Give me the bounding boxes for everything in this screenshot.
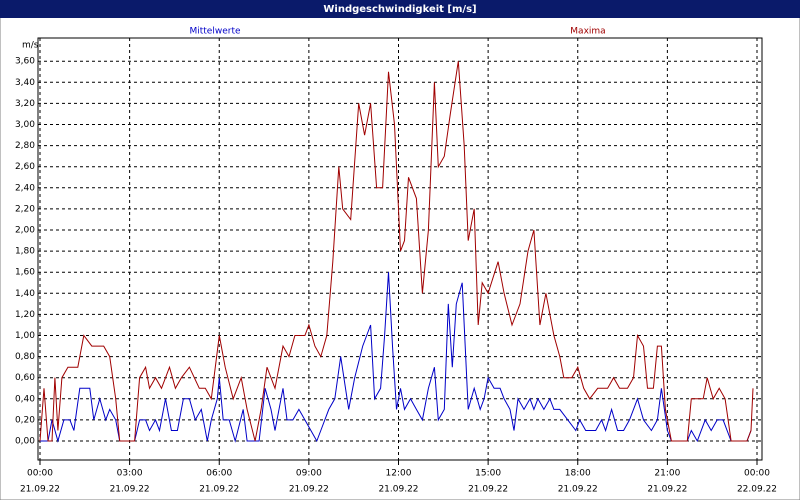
x-tick-date: 21.09.22 <box>110 485 150 495</box>
y-tick-label: 3,40 <box>15 78 35 88</box>
x-tick-label: 12:00 <box>386 469 412 479</box>
x-tick-label: 15:00 <box>475 469 501 479</box>
x-tick-date: 21.09.22 <box>558 485 598 495</box>
y-tick-label: 0,20 <box>15 415 35 425</box>
y-tick-label: 2,20 <box>15 204 35 214</box>
y-tick-label: 1,60 <box>15 268 35 278</box>
x-tick-date: 21.09.22 <box>289 485 329 495</box>
x-tick-date: 21.09.22 <box>20 485 60 495</box>
x-tick-label: 03:00 <box>117 469 143 479</box>
y-tick-label: 1,00 <box>15 331 35 341</box>
x-tick-label: 21:00 <box>654 469 680 479</box>
x-tick-label: 18:00 <box>565 469 591 479</box>
plot-frame <box>37 37 763 461</box>
x-tick-date: 21.09.22 <box>647 485 687 495</box>
chart-title: Windgeschwindigkeit [m/s] <box>323 4 476 15</box>
y-tick-label: 0,60 <box>15 373 35 383</box>
series-line <box>39 61 754 442</box>
x-tick-date: 22.09.22 <box>737 485 777 495</box>
y-tick-label: 1,80 <box>15 247 35 257</box>
y-axis-label: m/s <box>22 41 39 51</box>
y-tick-label: 3,60 <box>15 57 35 67</box>
y-tick-label: 0,40 <box>15 394 35 404</box>
x-tick-date: 21.09.22 <box>468 485 508 495</box>
legend-label: Mittelwerte <box>189 27 240 37</box>
x-tick-date: 21.09.22 <box>199 485 239 495</box>
y-tick-label: 0,80 <box>15 352 35 362</box>
x-tick-label: 00:00 <box>27 469 53 479</box>
y-tick-label: 2,40 <box>15 183 35 193</box>
y-tick-label: 2,00 <box>15 226 35 236</box>
x-tick-label: 00:00 <box>744 469 770 479</box>
series-line <box>40 272 752 443</box>
title-bar <box>0 0 800 18</box>
y-tick-label: 2,80 <box>15 141 35 151</box>
legend-label: Maxima <box>570 27 605 37</box>
y-tick-label: 0,00 <box>15 437 35 447</box>
x-tick-label: 09:00 <box>296 469 322 479</box>
x-tick-label: 06:00 <box>206 469 232 479</box>
y-tick-label: 1,40 <box>15 289 35 299</box>
x-tick-date: 21.09.22 <box>378 485 418 495</box>
y-tick-label: 3,20 <box>15 99 35 109</box>
y-tick-label: 1,20 <box>15 310 35 320</box>
y-tick-label: 2,60 <box>15 162 35 172</box>
y-tick-label: 3,00 <box>15 120 35 130</box>
